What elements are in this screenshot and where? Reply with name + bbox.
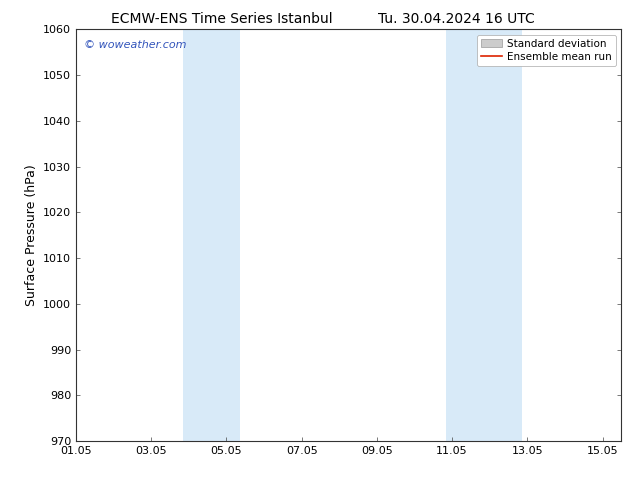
Bar xyxy=(183,29,240,441)
Text: Tu. 30.04.2024 16 UTC: Tu. 30.04.2024 16 UTC xyxy=(378,12,535,26)
Text: © woweather.com: © woweather.com xyxy=(84,40,187,49)
Legend: Standard deviation, Ensemble mean run: Standard deviation, Ensemble mean run xyxy=(477,35,616,66)
Bar xyxy=(446,29,522,441)
Text: ECMW-ENS Time Series Istanbul: ECMW-ENS Time Series Istanbul xyxy=(111,12,333,26)
Y-axis label: Surface Pressure (hPa): Surface Pressure (hPa) xyxy=(25,164,37,306)
